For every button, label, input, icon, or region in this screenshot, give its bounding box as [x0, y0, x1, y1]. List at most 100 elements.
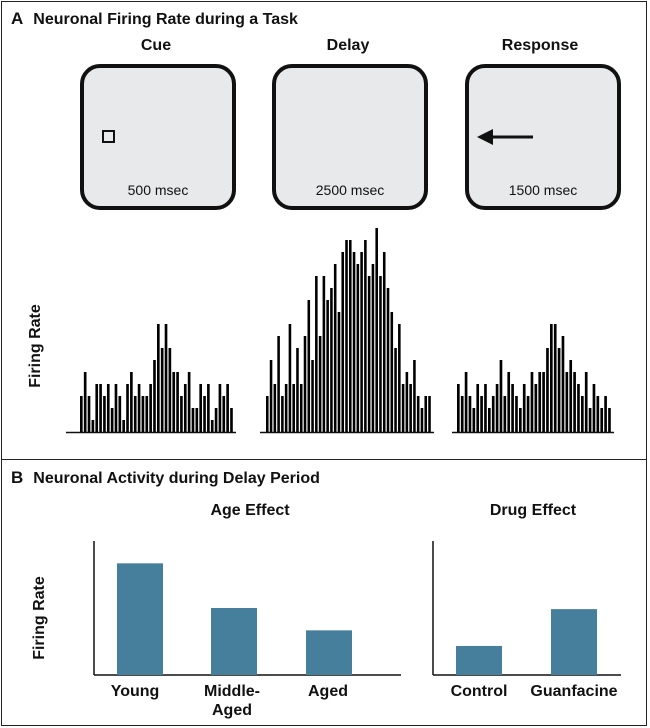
response-spike-bar	[577, 384, 580, 432]
response-spike-bar	[460, 396, 464, 432]
cue-spike-bar	[203, 396, 206, 432]
cue-spike-bar	[106, 384, 110, 432]
delay-spike-bar	[371, 264, 375, 432]
cue-spike-bar	[118, 396, 122, 432]
cue-spike-bar	[210, 420, 214, 432]
delay-spike-bar	[420, 408, 424, 432]
cue-spike-bar	[187, 372, 191, 432]
delay-spike-bar	[281, 396, 284, 432]
response-spike-bar	[457, 384, 460, 432]
response-spike-bar	[464, 372, 468, 432]
response-spike-bar	[592, 384, 596, 432]
delay-spike-bar	[367, 276, 371, 432]
cue-spike-bar	[91, 420, 95, 432]
delay-spike-bar	[318, 336, 322, 432]
panel-divider	[1, 459, 647, 460]
cue-spike-bar	[153, 360, 156, 432]
delay-spike-bar	[296, 348, 299, 432]
cue-spike-bar	[199, 384, 202, 432]
cue-spike-bar	[149, 384, 152, 432]
response-spike-bar	[472, 408, 476, 432]
cue-spike-bar	[141, 396, 145, 432]
cue-spike-bar	[180, 396, 183, 432]
cue-spike-bar	[157, 324, 160, 432]
delay-screen: 2500 msec	[272, 64, 428, 210]
response-spike-bar	[584, 372, 588, 432]
category-label-guanfacine: Guanfacine	[530, 683, 618, 700]
response-spike-bar	[503, 396, 507, 432]
panel-b-title: B Neuronal Activity during Delay Period	[11, 468, 320, 488]
delay-spike-bar	[405, 372, 409, 432]
cue-spike-bar	[145, 396, 149, 432]
cue-spike-bar	[110, 408, 114, 432]
cue-spike-bar	[222, 396, 226, 432]
cue-spike-bar	[130, 372, 133, 432]
delay-spike-bar	[292, 384, 295, 432]
delay-spike-bar	[416, 396, 420, 432]
cue-spike-bar	[168, 348, 172, 432]
cue-spike-bar	[114, 384, 118, 432]
cue-spike-bar	[83, 372, 87, 432]
delay-duration: 2500 msec	[315, 182, 385, 198]
panel-a-title-text: Neuronal Firing Rate during a Task	[33, 11, 298, 28]
cue-spike-bar	[218, 384, 222, 432]
cue-spike-bar	[207, 384, 210, 432]
response-spike-bar	[542, 372, 545, 432]
category-label-middle-aged: Middle- Aged	[204, 683, 260, 719]
delay-spike-bar	[341, 252, 345, 432]
phase-label-delay: Delay	[326, 37, 370, 54]
response-spike-bar	[608, 408, 611, 432]
delay-spike-bar	[364, 240, 367, 432]
delay-spike-bar	[375, 228, 378, 432]
delay-spike-bar	[401, 384, 405, 432]
response-spike-bar	[561, 336, 565, 432]
cue-screen: 500 msec	[80, 64, 236, 210]
delay-spike-bar	[330, 288, 333, 432]
delay-spike-bar	[273, 384, 277, 432]
delay-spike-bar	[360, 252, 363, 432]
panel-a-letter: A	[11, 9, 24, 28]
delay-spike-bar	[311, 360, 314, 432]
response-spike-bar	[491, 396, 495, 432]
response-spike-bar	[499, 360, 503, 432]
delay-spike-bar	[326, 300, 329, 432]
response-spike-bar	[553, 324, 557, 432]
response-spike-bar	[476, 384, 480, 432]
response-spike-bar	[484, 384, 487, 432]
delay-spike-bar	[266, 396, 269, 432]
bar-control	[456, 645, 502, 675]
response-spike-bar	[530, 372, 534, 432]
panel-a-title: A Neuronal Firing Rate during a Task	[11, 9, 298, 29]
response-spike-bar	[515, 396, 518, 432]
cue-spike-bar	[160, 348, 164, 432]
delay-spike-bar	[413, 360, 416, 432]
cue-spike-bar	[80, 396, 83, 432]
delay-spike-bar	[277, 336, 280, 432]
response-spike-bar	[546, 348, 549, 432]
delay-spike-bar	[379, 276, 382, 432]
cue-spike-bar	[164, 324, 168, 432]
delay-spike-bar	[284, 384, 288, 432]
delay-spike-bar	[288, 324, 292, 432]
response-screen: 1500 msec	[465, 64, 621, 210]
response-spike-bar	[522, 384, 526, 432]
phase-label-cue: Cue	[140, 37, 172, 54]
drug-effect-title: Drug Effect	[489, 502, 577, 519]
cue-spike-bar	[195, 408, 199, 432]
delay-spike-bar	[382, 252, 386, 432]
delay-spike-bar	[394, 348, 397, 432]
delay-spike-bar	[398, 324, 401, 432]
age-effect-title: Age Effect	[210, 502, 290, 519]
delay-spike-bar	[424, 396, 428, 432]
response-spike-bar	[468, 396, 472, 432]
cue-spike-bar	[176, 372, 179, 432]
delay-spike-bar	[303, 336, 307, 432]
response-spike-bar	[604, 396, 607, 432]
bar-aged	[306, 630, 352, 675]
cue-spike-bar	[191, 408, 195, 432]
delay-spike-bar	[390, 312, 394, 432]
delay-spike-bar	[307, 300, 311, 432]
panel-b-title-text: Neuronal Activity during Delay Period	[33, 470, 320, 487]
response-spike-bar	[480, 396, 483, 432]
